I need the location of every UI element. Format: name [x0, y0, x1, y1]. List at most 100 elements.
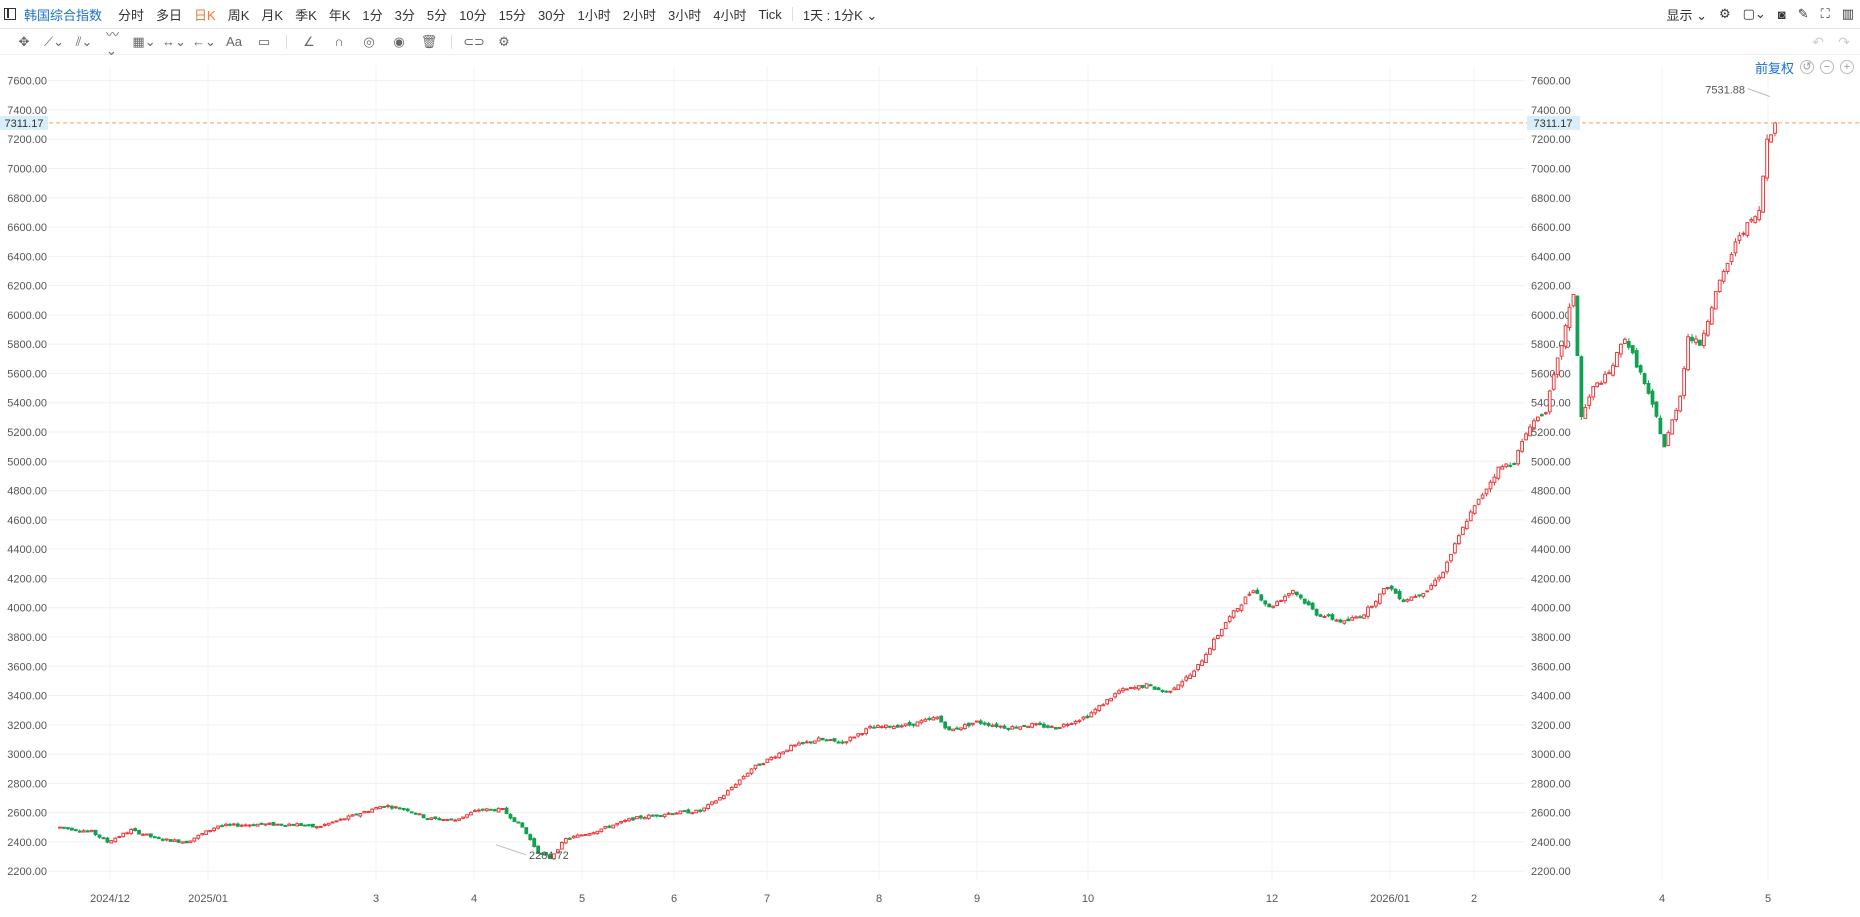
candle-body — [1599, 382, 1604, 385]
tab-period-8[interactable]: 3分 — [394, 7, 415, 23]
candle-body — [1306, 601, 1311, 606]
candle-body — [844, 741, 849, 744]
channel-tool-icon[interactable]: ⫽⌄ — [75, 33, 93, 49]
candle-body — [247, 824, 252, 827]
settings-icon[interactable]: ⚙ — [498, 33, 510, 49]
candle-body — [978, 720, 983, 724]
candle-body — [828, 738, 833, 741]
tab-period-7[interactable]: 1分 — [362, 7, 383, 23]
candle-body — [397, 807, 402, 810]
candle-body — [1539, 414, 1544, 417]
layout-icon[interactable]: ▢⌄ — [1742, 6, 1766, 21]
candle-body — [1065, 723, 1070, 726]
candle-body — [856, 733, 861, 737]
arrow-tool-icon[interactable]: ←⌄ — [192, 33, 216, 49]
candle-body — [1125, 688, 1129, 691]
symbol-name[interactable]: 韩国综合指数 — [24, 7, 103, 23]
zoom-in-icon[interactable]: + — [1840, 60, 1854, 74]
candle-body — [718, 797, 722, 801]
tab-period-11[interactable]: 15分 — [498, 7, 527, 23]
zoom-out-icon[interactable]: − — [1820, 60, 1834, 74]
tab-period-5[interactable]: 季K — [295, 7, 317, 23]
tab-period-9[interactable]: 5分 — [426, 7, 448, 23]
tab-period-4[interactable]: 月K — [261, 7, 284, 23]
candle-body — [1662, 433, 1667, 448]
candle-body — [1705, 320, 1710, 336]
candle-body — [880, 726, 884, 729]
candle-body — [1460, 526, 1465, 536]
candle-body — [338, 818, 343, 821]
x-tick-label: 2024/12 — [90, 893, 130, 905]
compare-icon[interactable]: ⊂⊃ — [463, 33, 485, 49]
y-tick-label-right: 6600.00 — [1531, 222, 1571, 234]
panel-right-icon[interactable]: ▥ — [1841, 6, 1854, 21]
redo-icon[interactable]: ↷ — [1838, 34, 1850, 50]
line-tool-icon[interactable]: ⟋⌄ — [44, 33, 64, 49]
visibility-icon[interactable]: ◉ — [393, 33, 405, 49]
candle-body — [1053, 727, 1058, 730]
kline-select[interactable]: 1天 : 1分K ⌄ — [802, 7, 878, 23]
candle-body — [729, 787, 734, 791]
text-tool-icon[interactable]: Aa — [226, 34, 242, 49]
x-tick-label: 7 — [764, 893, 770, 905]
comment-tool-icon[interactable]: ▭ — [257, 33, 271, 49]
candle-body — [1208, 648, 1212, 655]
candle-body — [77, 830, 82, 833]
undo-icon[interactable]: ↶ — [1812, 34, 1824, 50]
tab-period-2[interactable]: 日K — [194, 7, 216, 23]
tab-period-14[interactable]: 2小时 — [622, 7, 656, 23]
price-adjust-button[interactable]: 前复权 — [1754, 61, 1794, 76]
tab-period-12[interactable]: 30分 — [538, 7, 566, 23]
candle-body — [457, 818, 461, 821]
fib-tool-icon[interactable]: ▦⌄ — [132, 33, 156, 49]
y-tick-label-right: 7200.00 — [1531, 134, 1571, 146]
candle-body — [1634, 350, 1639, 368]
candle-body — [192, 837, 197, 842]
measure-tool-icon[interactable]: ↔⌄ — [162, 33, 186, 49]
max-price-label: 7531.88 — [1705, 85, 1745, 97]
display-menu[interactable]: 显示 ⌄ — [1666, 7, 1707, 23]
candle-body — [982, 722, 987, 725]
camera-icon[interactable]: ◙ — [1777, 6, 1786, 22]
candle-body — [1733, 241, 1738, 254]
y-tick-label-right: 4400.00 — [1531, 544, 1571, 556]
candle-body — [1259, 594, 1264, 601]
trash-icon[interactable]: 🗑 — [420, 33, 438, 49]
tab-period-3[interactable]: 周K — [227, 7, 250, 23]
candle-body — [208, 829, 213, 833]
candle-body — [824, 739, 829, 742]
pen-icon[interactable]: ✎ — [1797, 6, 1809, 21]
sidebar-toggle-icon[interactable] — [4, 8, 16, 20]
angle-tool-icon[interactable]: ∠ — [303, 33, 315, 49]
magnet-icon[interactable]: ∩ — [334, 34, 344, 49]
candle-body — [1587, 396, 1592, 406]
candle-body — [706, 804, 710, 809]
tab-period-16[interactable]: 4小时 — [713, 7, 747, 23]
tab-period-17[interactable]: Tick — [758, 6, 782, 22]
eye-icon[interactable]: ◎ — [363, 33, 375, 49]
candle-body — [741, 776, 746, 780]
max-pointer — [1747, 88, 1771, 98]
y-tick-label-left: 6400.00 — [7, 251, 47, 263]
candle-body — [441, 819, 446, 822]
tab-period-1[interactable]: 多日 — [156, 7, 183, 23]
reset-icon[interactable]: ↺ — [1800, 60, 1814, 74]
fullscreen-icon[interactable]: ⛶ — [1820, 6, 1830, 21]
move-icon[interactable]: ✥ — [18, 33, 30, 49]
candle-body — [1069, 723, 1074, 726]
candle-body — [370, 808, 375, 813]
candle-body — [559, 842, 564, 850]
tab-period-6[interactable]: 年K — [328, 7, 351, 23]
y-tick-label-right: 2400.00 — [1531, 837, 1571, 849]
tab-period-15[interactable]: 3小时 — [667, 7, 702, 23]
candle-body — [228, 823, 232, 826]
tab-period-13[interactable]: 1小时 — [577, 7, 611, 23]
tab-period-10[interactable]: 10分 — [459, 7, 487, 23]
tab-period-0[interactable]: 分时 — [118, 7, 145, 23]
candle-body — [1215, 635, 1220, 640]
candle-body — [575, 834, 580, 838]
y-tick-label-right: 2800.00 — [1531, 778, 1571, 790]
candle-body — [145, 833, 149, 836]
settings-icon[interactable]: ⚙ — [1718, 6, 1731, 21]
